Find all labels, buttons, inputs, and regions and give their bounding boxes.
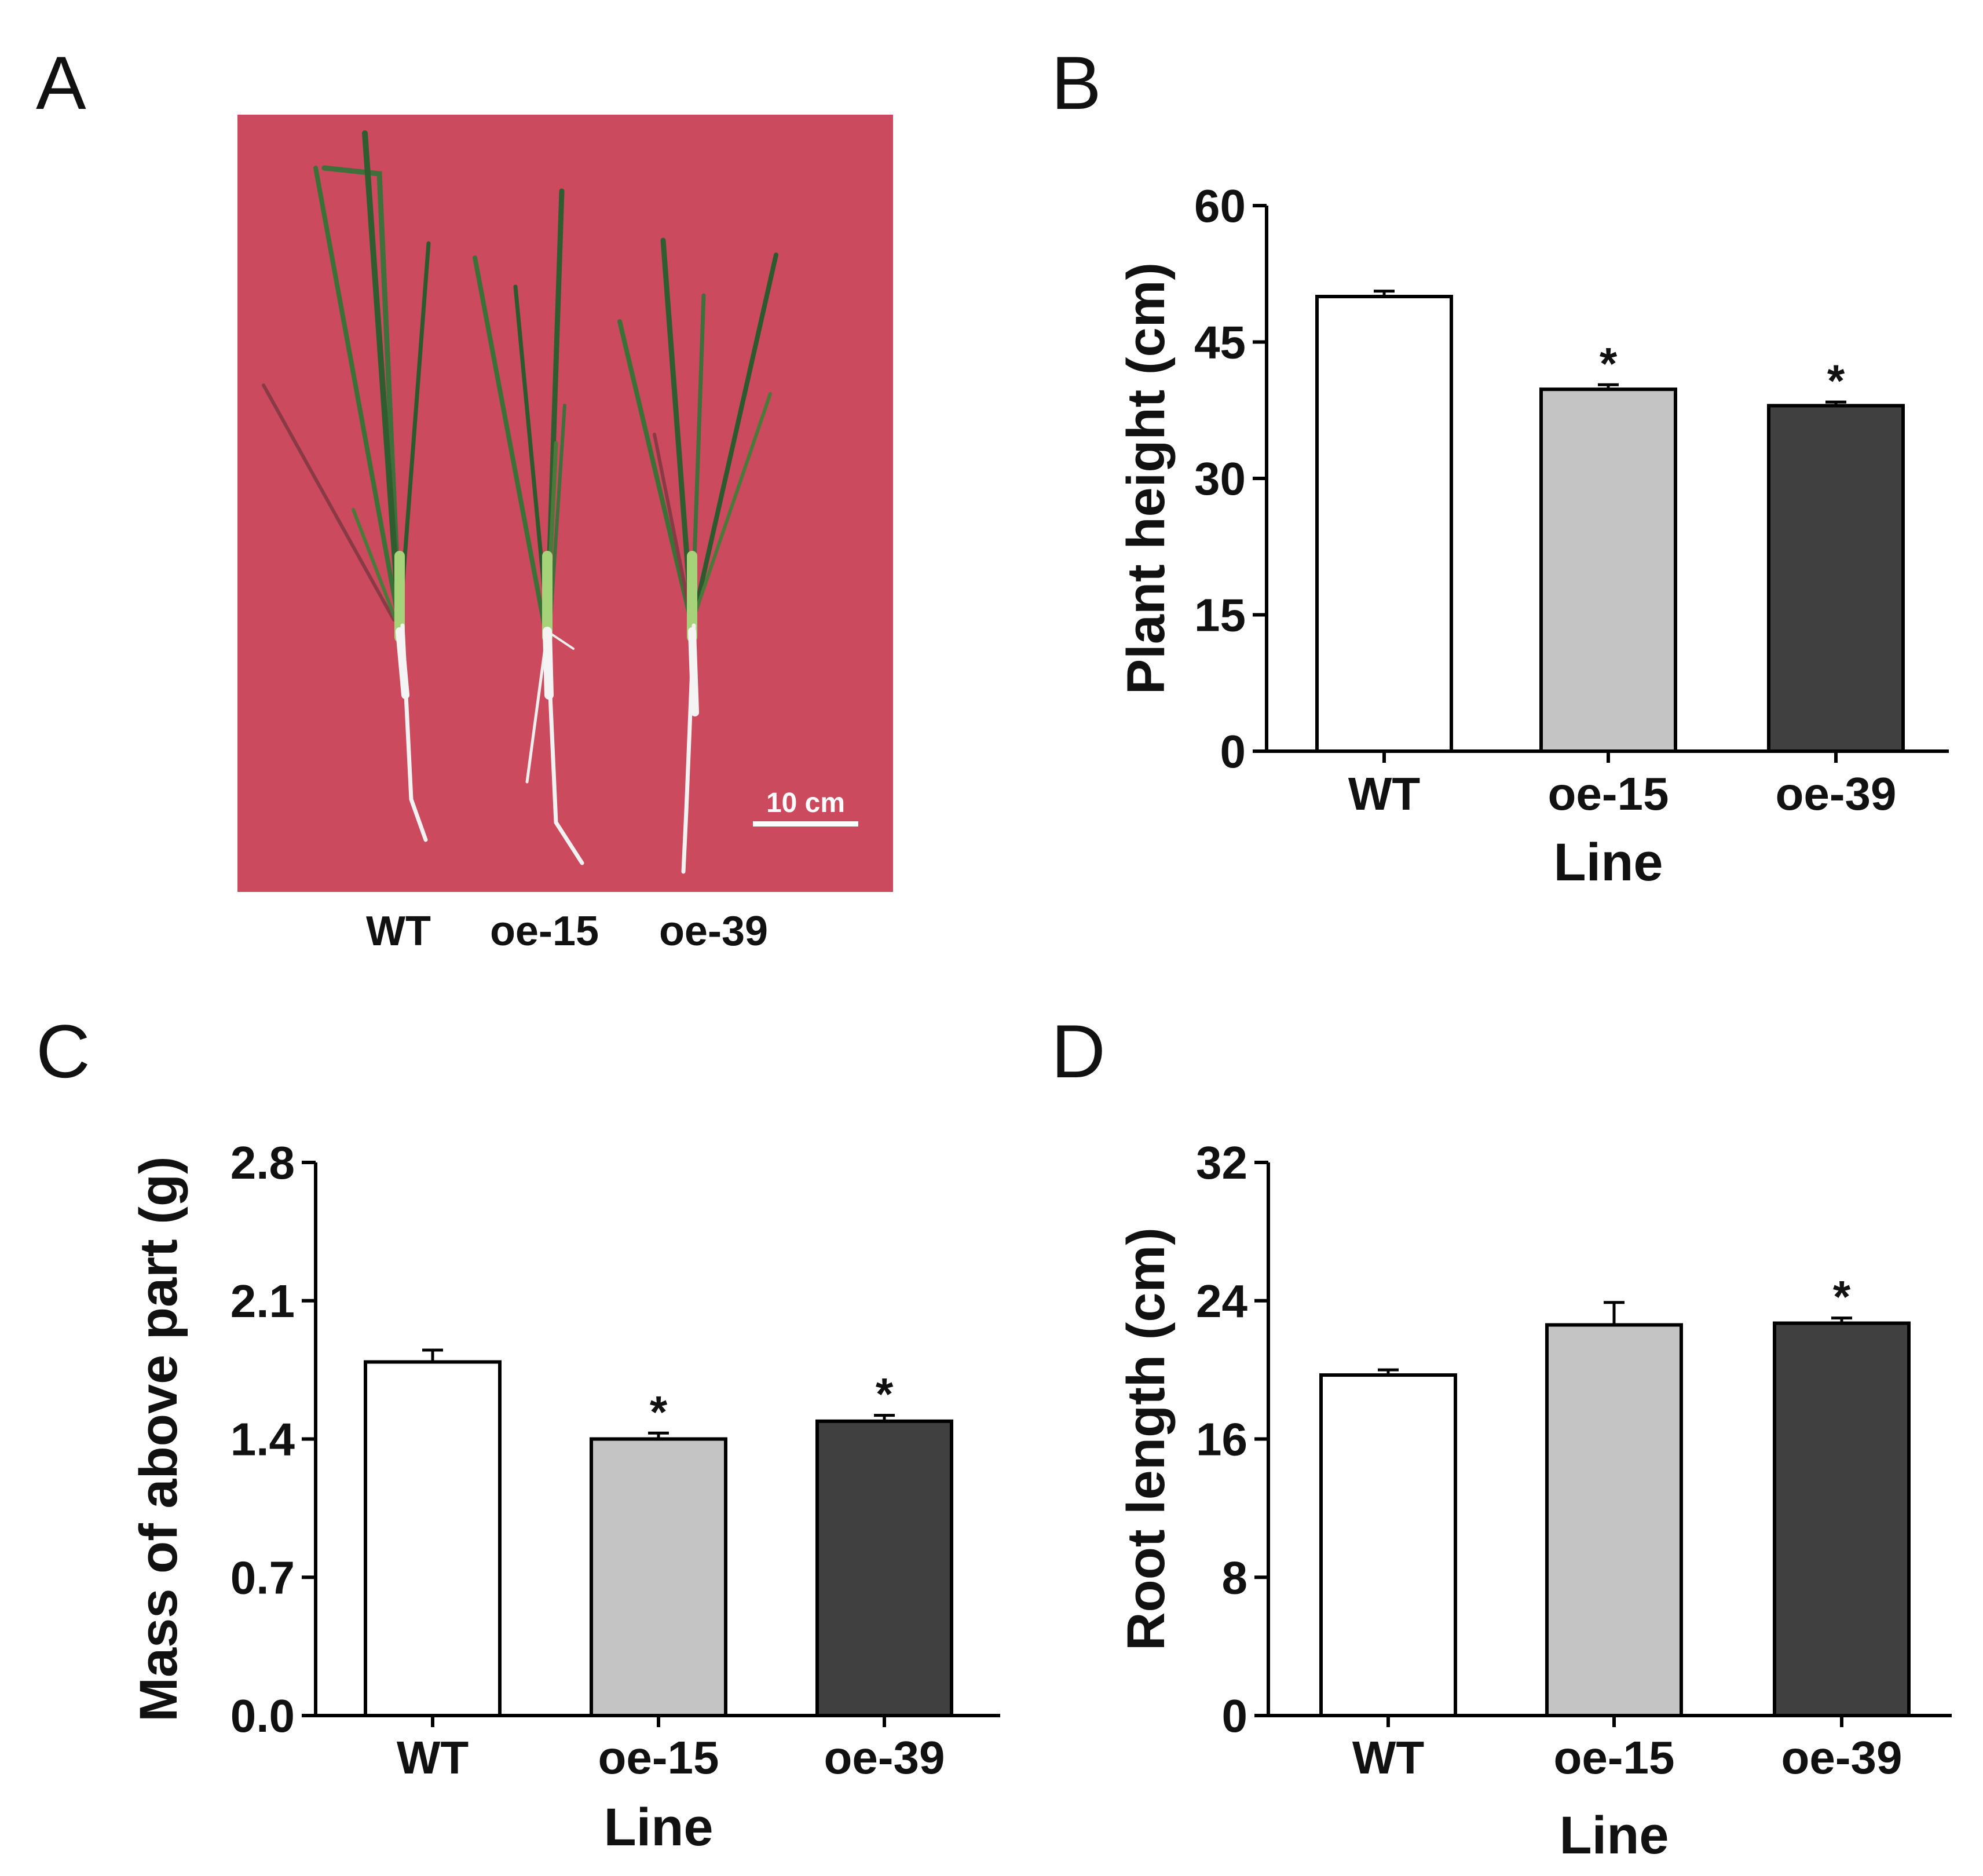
y-tick-label: 16 xyxy=(1196,1414,1247,1465)
y-tick-label: 30 xyxy=(1194,453,1246,504)
plant-photo: 10 cm xyxy=(237,115,893,892)
x-tick-label-wt: WT xyxy=(397,1732,469,1783)
y-tick-label: 45 xyxy=(1194,317,1246,368)
y-tick-label: 24 xyxy=(1196,1275,1247,1327)
significance-star-oe-39: * xyxy=(1827,355,1845,406)
bar-wt xyxy=(364,1360,502,1718)
y-tick-label: 2.8 xyxy=(231,1137,295,1189)
plant-oe39-drawing xyxy=(617,237,778,874)
y-tick-label: 8 xyxy=(1222,1552,1248,1603)
x-tick-label-oe-15: oe-15 xyxy=(598,1732,719,1783)
panel-letter-b: B xyxy=(1051,41,1102,125)
y-tick-label: 0 xyxy=(1220,726,1246,777)
plant-oe15-drawing xyxy=(473,188,584,865)
panel-letter-c: C xyxy=(36,1009,90,1094)
x-axis-title: Line xyxy=(1553,833,1663,892)
panel-letter-d: D xyxy=(1051,1009,1106,1094)
x-tick-label-wt: WT xyxy=(1348,768,1421,820)
significance-star-oe-15: * xyxy=(650,1386,668,1437)
x-tick-label-oe-15: oe-15 xyxy=(1554,1732,1675,1783)
bar-oe-15 xyxy=(1539,387,1677,753)
y-tick-label: 0.7 xyxy=(231,1552,295,1603)
bar-wt xyxy=(1315,295,1453,753)
y-tick-label: 60 xyxy=(1194,180,1246,232)
x-tick-label-oe-39: oe-39 xyxy=(1781,1732,1902,1783)
significance-star-oe-15: * xyxy=(1600,338,1618,389)
significance-star-oe-39: * xyxy=(1833,1271,1851,1322)
y-tick-label: 32 xyxy=(1196,1137,1247,1189)
scale-bar-label: 10 cm xyxy=(766,788,845,818)
photo-label-wt: WT xyxy=(366,908,431,955)
y-tick-label: 0.0 xyxy=(231,1690,295,1742)
y-axis-title: Root length (cm) xyxy=(1117,1227,1176,1651)
bar-oe-15 xyxy=(1545,1323,1683,1717)
y-tick-label: 0 xyxy=(1222,1690,1248,1742)
chart-root-length: WT oe-15 * oe-39 0 8 16 24 32 Line Root length (cm… xyxy=(1117,1137,1952,1865)
x-axis-title: Line xyxy=(603,1798,713,1857)
x-tick-label-oe-39: oe-39 xyxy=(1776,768,1897,820)
photo-label-oe15: oe-15 xyxy=(490,908,599,955)
significance-star-oe-39: * xyxy=(876,1369,894,1420)
photo-background xyxy=(237,115,893,892)
chart-mass-above-part: WT * oe-15 * oe-39 0.0 0.7 1.4 2.1 2.8 Line Mass of… xyxy=(129,1137,1000,1857)
bar-wt xyxy=(1319,1373,1457,1717)
y-tick-label: 1.4 xyxy=(231,1414,295,1465)
photo-label-oe39: oe-39 xyxy=(659,908,768,955)
bar-oe-39 xyxy=(1773,1321,1911,1717)
y-tick-label: 15 xyxy=(1194,590,1246,641)
y-axis-title: Mass of above part (g) xyxy=(129,1156,188,1721)
chart-plant-height: WT * oe-15 * oe-39 0 15 30 45 60 Line Plant height … xyxy=(1117,180,1949,892)
panel-letter-a: A xyxy=(36,41,86,125)
y-tick-label: 2.1 xyxy=(231,1275,295,1327)
x-axis-title: Line xyxy=(1559,1806,1669,1865)
bar-oe-15 xyxy=(590,1437,727,1717)
y-axis-title: Plant height (cm) xyxy=(1117,262,1176,694)
plant-wt-drawing xyxy=(262,130,431,842)
scale-bar xyxy=(753,821,858,827)
x-tick-label-wt: WT xyxy=(1352,1732,1425,1783)
bar-oe-39 xyxy=(1767,404,1905,753)
x-tick-label-oe-15: oe-15 xyxy=(1548,768,1669,820)
x-tick-label-oe-39: oe-39 xyxy=(824,1732,945,1783)
bar-oe-39 xyxy=(815,1419,953,1717)
